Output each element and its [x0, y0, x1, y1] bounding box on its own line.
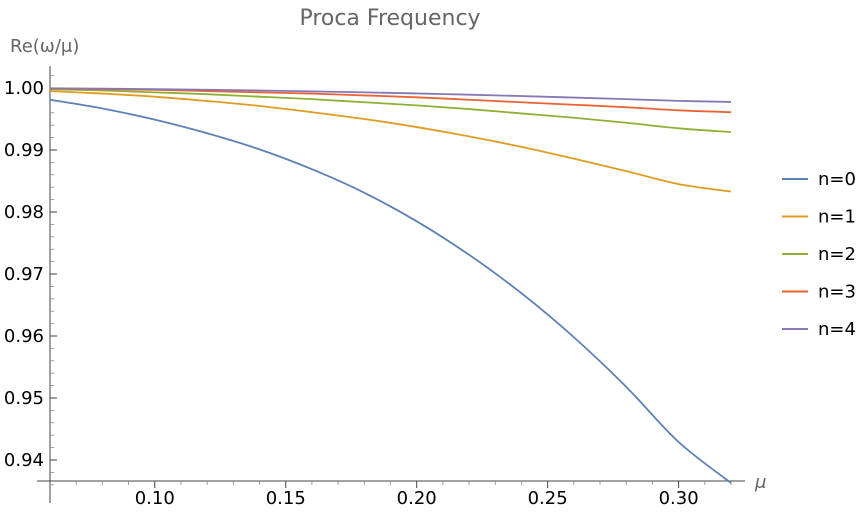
- series-line-n-4: [49, 87, 732, 103]
- y-tick-label: 0.94: [4, 450, 44, 471]
- x-tick-label: 0.10: [135, 488, 175, 509]
- y-tick-label: 0.98: [4, 202, 44, 223]
- y-tick-label: 1.00: [4, 78, 44, 99]
- series-line-n-2: [49, 88, 732, 133]
- series-line-n-1: [49, 90, 732, 193]
- legend-label: n=3: [818, 282, 856, 303]
- legend-label: n=4: [818, 319, 856, 340]
- x-tick-label: 0.20: [397, 488, 437, 509]
- x-axis-ticks: 0.10 0.15 0.20 0.25 0.30: [75, 481, 732, 509]
- y-tick-label: 0.99: [4, 140, 44, 161]
- legend-label: n=1: [818, 207, 856, 228]
- x-tick-label: 0.25: [528, 488, 568, 509]
- x-tick-label: 0.15: [266, 488, 306, 509]
- x-tick-label: 0.30: [659, 488, 699, 509]
- legend: n=0 n=1 n=2 n=3 n=4: [782, 169, 856, 340]
- y-tick-label: 0.96: [4, 326, 44, 347]
- y-axis-ticks: 1.00 0.99 0.98 0.97 0.96 0.95 0.94: [4, 75, 57, 486]
- series-line-n-0: [49, 98, 732, 484]
- y-tick-label: 0.95: [4, 388, 44, 409]
- series-lines: [49, 87, 732, 484]
- legend-label: n=0: [818, 169, 856, 190]
- chart-title: Proca Frequency: [299, 6, 480, 31]
- y-axis-label: Re(ω/μ): [10, 36, 79, 57]
- x-axis-label: μ: [754, 472, 766, 493]
- legend-label: n=2: [818, 244, 856, 265]
- y-tick-label: 0.97: [4, 264, 44, 285]
